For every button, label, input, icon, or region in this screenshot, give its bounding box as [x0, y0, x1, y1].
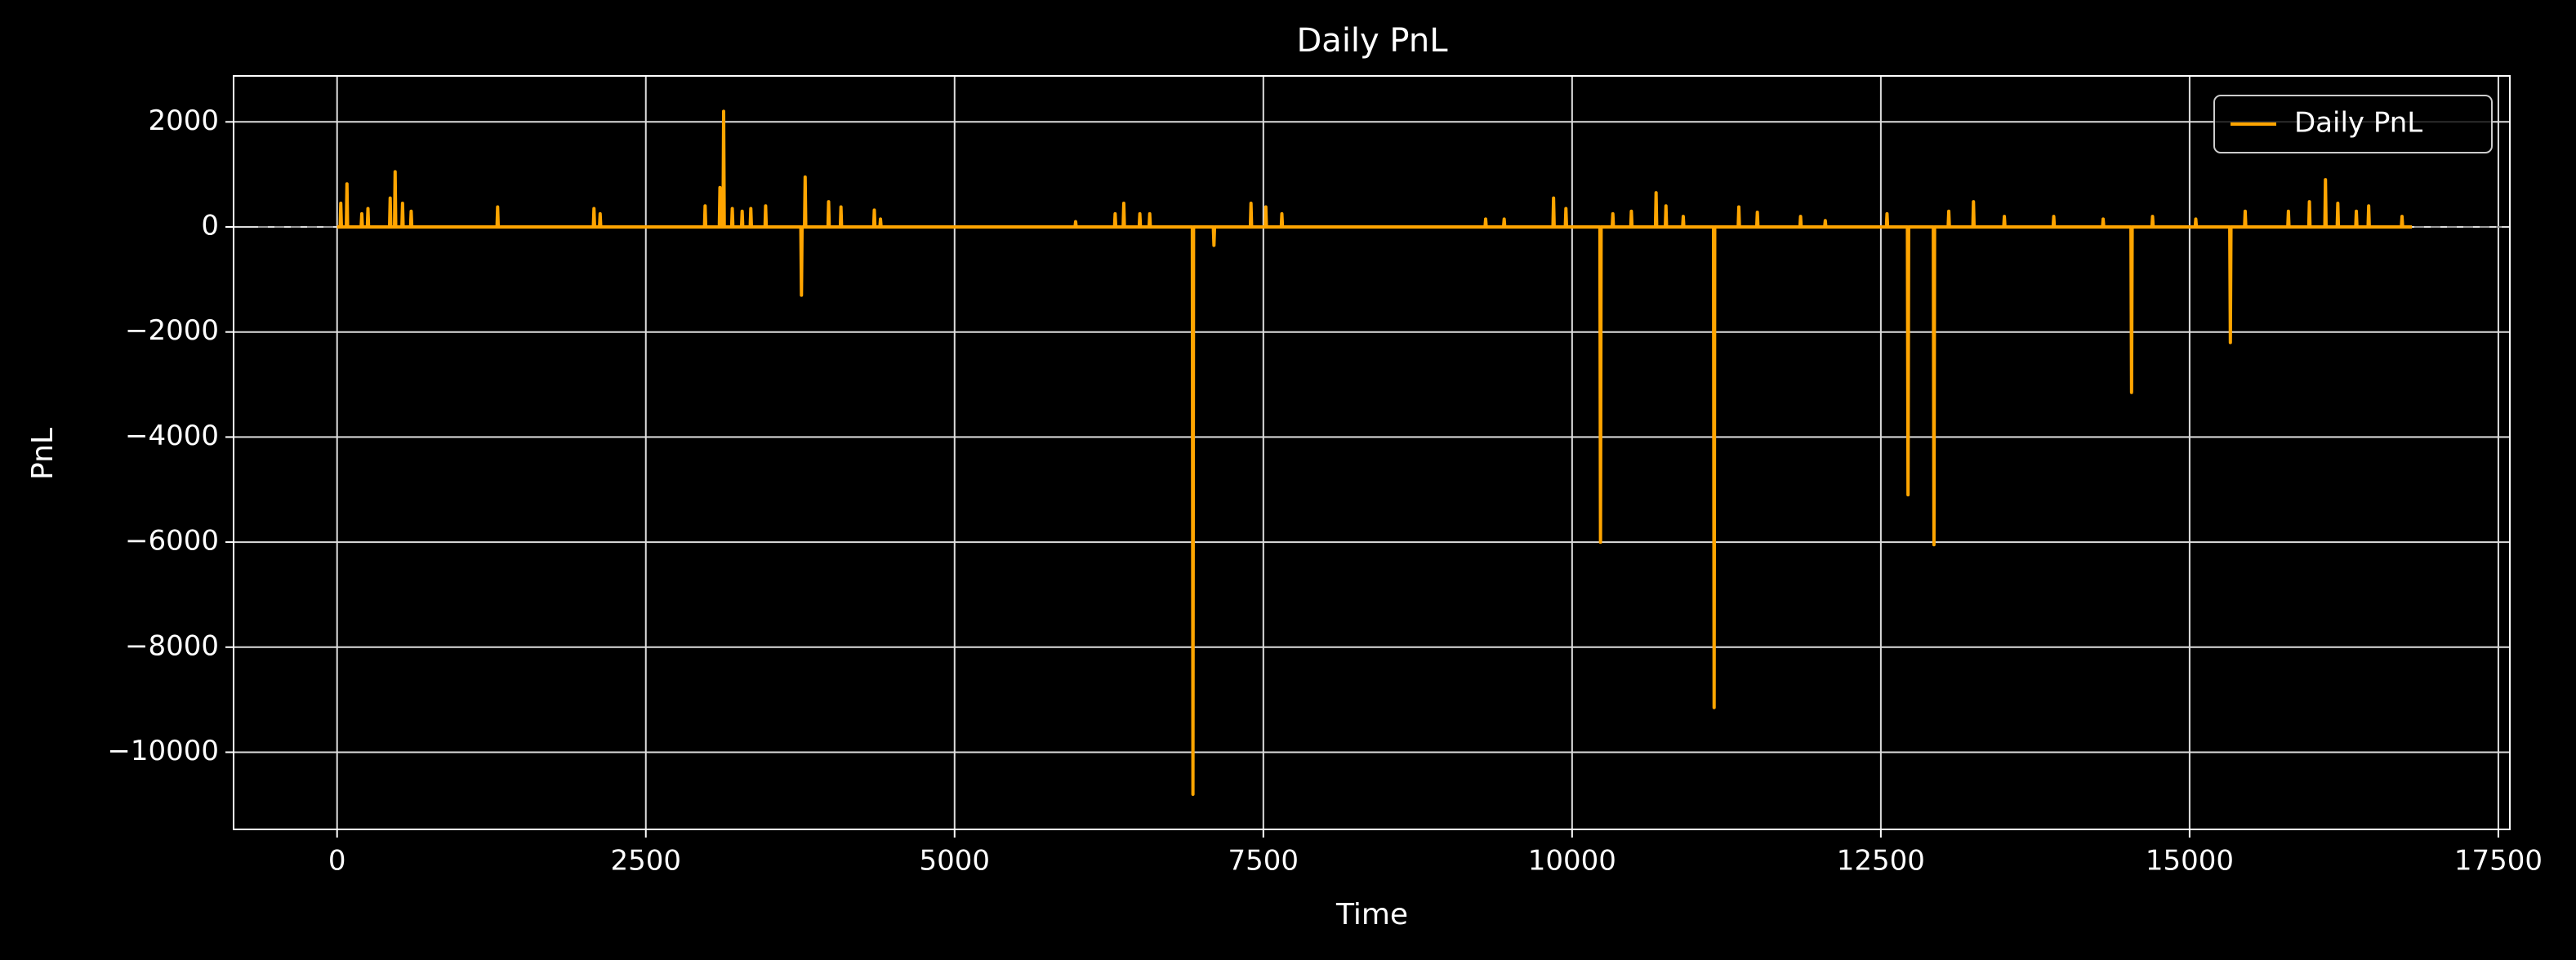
- x-axis-label: Time: [1335, 898, 1408, 931]
- y-tick-label: −8000: [125, 629, 219, 662]
- y-tick-label: −2000: [125, 314, 219, 347]
- plot-frame: [233, 75, 2511, 830]
- y-tick-label: 2000: [148, 104, 219, 137]
- y-tick-label: −6000: [125, 525, 219, 558]
- x-tick-label: 0: [328, 845, 346, 878]
- legend-label: Daily PnL: [2294, 107, 2422, 140]
- legend-box: [2213, 95, 2493, 153]
- y-tick-label: 0: [201, 209, 219, 242]
- x-tick-label: 15000: [2146, 845, 2234, 878]
- data-line: [336, 109, 2413, 796]
- y-tick-label: −10000: [107, 735, 219, 767]
- x-tick-label: 5000: [920, 845, 991, 878]
- x-tick-label: 10000: [1528, 845, 1616, 878]
- y-tick-label: −4000: [125, 420, 219, 452]
- x-tick-label: 2500: [610, 845, 681, 878]
- x-tick-label: 12500: [1837, 845, 1925, 878]
- x-tick-label: 17500: [2454, 845, 2543, 878]
- y-axis-label: PnL: [26, 428, 60, 480]
- x-tick-label: 7500: [1228, 845, 1299, 878]
- chart-title: Daily PnL: [1297, 22, 1449, 60]
